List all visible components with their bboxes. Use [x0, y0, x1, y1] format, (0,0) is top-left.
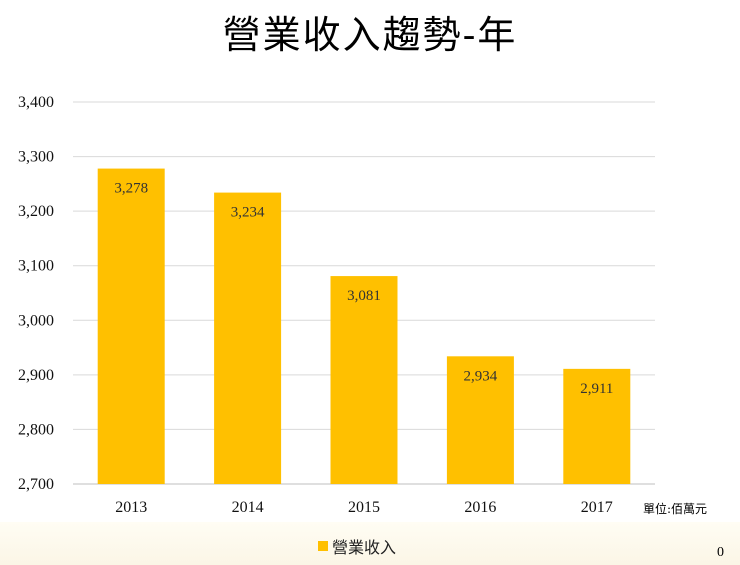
legend-label: 營業收入 [332, 538, 397, 557]
data-label: 3,234 [231, 205, 265, 221]
bar [97, 168, 165, 484]
chart-title: 營業收入趨勢-年 [222, 13, 518, 57]
y-tick-label: 2,800 [18, 421, 54, 438]
bar [446, 356, 514, 484]
y-tick-label: 3,000 [18, 312, 54, 329]
legend-band [0, 522, 740, 565]
y-tick-label: 2,700 [18, 476, 54, 493]
y-tick-label: 3,300 [18, 149, 54, 166]
x-tick-label: 2014 [232, 499, 264, 516]
bar-chart: 2,700 2,800 2,900 3,000 3,100 3,200 3,300 3,400… [18, 94, 655, 516]
data-label: 3,081 [347, 288, 381, 304]
bar [563, 368, 631, 484]
x-tick-label: 2013 [115, 499, 147, 516]
y-tick-label: 3,200 [18, 203, 54, 220]
x-tick-label: 2016 [464, 499, 496, 516]
bar [330, 276, 398, 484]
data-label: 2,934 [464, 368, 498, 384]
y-tick-label: 3,400 [18, 94, 54, 111]
y-tick-label: 3,100 [18, 258, 54, 275]
x-tick-label: 2017 [581, 499, 613, 516]
x-tick-label: 2015 [348, 499, 380, 516]
bar [214, 192, 282, 485]
data-label: 2,911 [580, 381, 613, 397]
data-label: 3,278 [114, 181, 148, 197]
y-tick-label: 2,900 [18, 367, 54, 384]
legend-swatch [318, 541, 328, 551]
page-number: 0 [717, 545, 724, 560]
legend: 營業收入 [318, 534, 396, 558]
unit-note: 單位:佰萬元 [643, 502, 708, 516]
